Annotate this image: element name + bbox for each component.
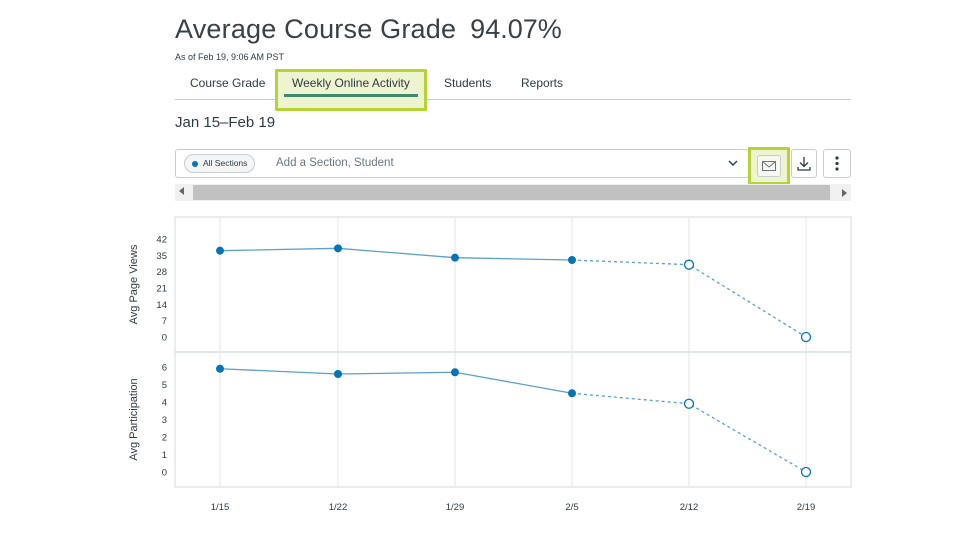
tab-label: Weekly Online Activity xyxy=(292,76,410,90)
y-tick-label: 7 xyxy=(162,316,167,327)
download-button[interactable] xyxy=(791,149,817,178)
y-axis-title: Avg Page Views xyxy=(128,244,140,324)
x-tick-label: 1/29 xyxy=(446,502,465,513)
chevron-down-icon[interactable] xyxy=(727,157,739,169)
data-point xyxy=(568,256,576,264)
data-point xyxy=(216,364,224,373)
as-of-timestamp: As of Feb 19, 9:06 AM PST xyxy=(175,52,285,62)
y-tick-label: 4 xyxy=(162,398,167,409)
tab-students[interactable]: Students xyxy=(444,76,492,90)
scroll-right-arrow-icon[interactable] xyxy=(842,189,847,197)
y-tick-label: 21 xyxy=(156,284,167,295)
message-button[interactable] xyxy=(748,147,790,185)
y-tick-label: 42 xyxy=(156,235,167,246)
filter-placeholder: Add a Section, Student xyxy=(276,157,394,169)
x-tick-label: 1/15 xyxy=(211,502,230,513)
scroll-left-arrow-icon[interactable] xyxy=(179,187,184,195)
download-icon xyxy=(797,157,811,171)
data-point xyxy=(568,389,576,398)
y-tick-label: 14 xyxy=(156,300,167,311)
data-point xyxy=(451,368,459,377)
y-tick-label: 3 xyxy=(162,415,167,426)
y-tick-label: 2 xyxy=(162,433,167,444)
data-point-projected xyxy=(800,331,812,343)
data-point xyxy=(334,244,342,253)
filter-input[interactable]: All Sections Add a Section, Student xyxy=(175,149,749,178)
tab-reports[interactable]: Reports xyxy=(521,76,564,90)
page-title: Average Course Grade xyxy=(175,14,457,44)
data-point-projected xyxy=(683,398,695,409)
data-point-projected xyxy=(683,259,695,270)
series-line-actual xyxy=(219,368,573,394)
y-tick-label: 1 xyxy=(162,450,167,461)
x-tick-label: 1/22 xyxy=(329,502,348,513)
data-point-projected xyxy=(800,466,812,478)
data-point xyxy=(216,246,224,255)
data-point xyxy=(334,370,342,378)
tab-bar: Course Grade Weekly Online Activity Stud… xyxy=(175,69,851,111)
x-tick-label: 2/19 xyxy=(797,502,816,513)
series-line-actual xyxy=(219,247,573,261)
x-tick-label: 2/5 xyxy=(565,502,578,513)
y-axis-title: Avg Participation xyxy=(128,378,140,460)
y-tick-label: 5 xyxy=(162,380,167,391)
y-tick-label: 35 xyxy=(156,251,167,262)
horizontal-scrollbar[interactable] xyxy=(175,184,851,201)
message-button-inner xyxy=(757,155,781,177)
section-pill[interactable]: All Sections xyxy=(184,154,256,173)
y-tick-label: 0 xyxy=(162,468,167,479)
scroll-thumb[interactable] xyxy=(193,185,830,200)
envelope-icon xyxy=(762,161,776,171)
y-tick-label: 0 xyxy=(162,333,167,344)
kebab-menu-icon xyxy=(835,156,839,171)
data-point xyxy=(451,253,459,262)
y-tick-label: 28 xyxy=(156,267,167,278)
average-grade-value: 94.07% xyxy=(470,14,562,44)
tab-weekly-online-activity[interactable]: Weekly Online Activity xyxy=(275,69,427,111)
active-tab-indicator xyxy=(284,94,418,97)
y-tick-label: 6 xyxy=(162,363,167,374)
header: Average Course Grade 94.07% xyxy=(175,14,562,45)
pill-dot-icon xyxy=(192,161,198,167)
x-tick-label: 2/12 xyxy=(680,502,699,513)
pill-label: All Sections xyxy=(203,158,248,168)
date-range: Jan 15–Feb 19 xyxy=(175,114,276,131)
more-options-button[interactable] xyxy=(823,149,851,178)
tab-course-grade[interactable]: Course Grade xyxy=(190,76,266,90)
